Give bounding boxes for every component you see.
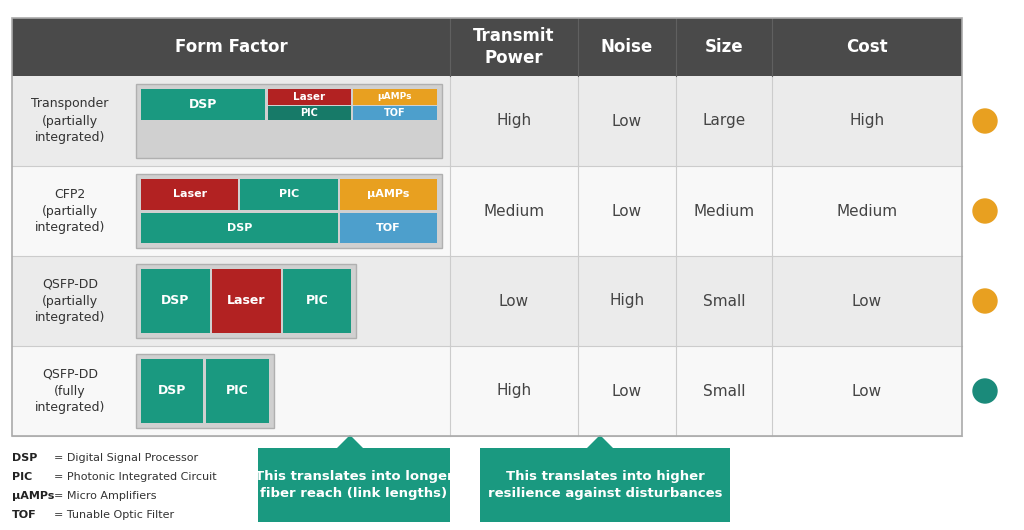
Text: Low: Low [499,294,529,308]
Text: Small: Small [702,384,745,399]
Bar [12,76,962,166]
Text: = Digital Signal Processor: = Digital Signal Processor [54,453,198,463]
Text: High: High [497,113,531,128]
Bar [141,269,210,333]
Bar [12,256,962,346]
Bar [141,89,265,119]
Bar [480,448,730,522]
Text: DSP: DSP [189,98,217,111]
Bar [340,179,437,209]
Text: High: High [850,113,885,128]
Text: PIC: PIC [12,472,32,482]
Text: Laser: Laser [227,295,265,307]
Text: Low: Low [612,384,642,399]
Bar [12,18,962,76]
Circle shape [973,289,997,313]
Circle shape [973,109,997,133]
Text: Low: Low [852,294,882,308]
Text: Laser: Laser [173,189,207,199]
Bar [136,354,273,428]
Text: = Micro Amplifiers: = Micro Amplifiers [54,491,157,501]
Text: Medium: Medium [483,204,545,218]
Text: DSP: DSP [12,453,37,463]
Text: Large: Large [702,113,745,128]
Text: Cost: Cost [846,38,888,56]
Text: TOF: TOF [384,108,406,118]
Bar [136,84,442,158]
Text: Form Factor: Form Factor [175,38,288,56]
Text: Low: Low [612,204,642,218]
Text: Transmit
Power: Transmit Power [473,27,555,67]
Bar [141,359,204,423]
Bar [258,448,450,522]
Text: High: High [497,384,531,399]
Text: Transponder
(partially
integrated): Transponder (partially integrated) [32,98,109,145]
Text: High: High [609,294,644,308]
Text: Noise: Noise [601,38,653,56]
Text: This translates into longer
fiber reach (link lengths): This translates into longer fiber reach … [255,470,454,500]
Text: DSP: DSP [226,223,252,233]
Bar [268,106,350,119]
Text: Medium: Medium [837,204,898,218]
Text: μAMPs: μAMPs [378,92,412,101]
Bar [141,213,338,243]
Text: Medium: Medium [693,204,755,218]
Text: Small: Small [702,294,745,308]
Bar [352,106,437,119]
Text: μAMPs: μAMPs [368,189,410,199]
Circle shape [973,379,997,403]
Bar [141,179,239,209]
Bar [268,89,350,105]
Text: PIC: PIC [226,384,249,398]
Bar [340,213,437,243]
Polygon shape [337,435,362,448]
Text: Size: Size [705,38,743,56]
Polygon shape [587,435,613,448]
Bar [136,264,356,338]
Text: = Tunable Optic Filter: = Tunable Optic Filter [54,510,174,520]
Text: PIC: PIC [305,295,329,307]
Text: TOF: TOF [12,510,37,520]
Text: Laser: Laser [294,92,326,102]
Bar [283,269,351,333]
Text: QSFP-DD
(fully
integrated): QSFP-DD (fully integrated) [35,367,105,414]
Bar [12,18,962,436]
Text: μAMPs: μAMPs [12,491,54,501]
Text: PIC: PIC [301,108,318,118]
Text: CFP2
(partially
integrated): CFP2 (partially integrated) [35,188,105,234]
Text: QSFP-DD
(partially
integrated): QSFP-DD (partially integrated) [35,278,105,324]
Bar [207,359,268,423]
Bar [212,269,281,333]
Text: Low: Low [852,384,882,399]
Text: This translates into higher
resilience against disturbances: This translates into higher resilience a… [487,470,722,500]
Text: DSP: DSP [158,384,186,398]
Text: DSP: DSP [161,295,189,307]
Bar [12,346,962,436]
Bar [241,179,338,209]
Text: = Photonic Integrated Circuit: = Photonic Integrated Circuit [54,472,217,482]
Circle shape [973,199,997,223]
Bar [12,166,962,256]
Bar [352,89,437,105]
Bar [136,174,442,248]
Text: Low: Low [612,113,642,128]
Text: TOF: TOF [376,223,400,233]
Text: PIC: PIC [279,189,299,199]
